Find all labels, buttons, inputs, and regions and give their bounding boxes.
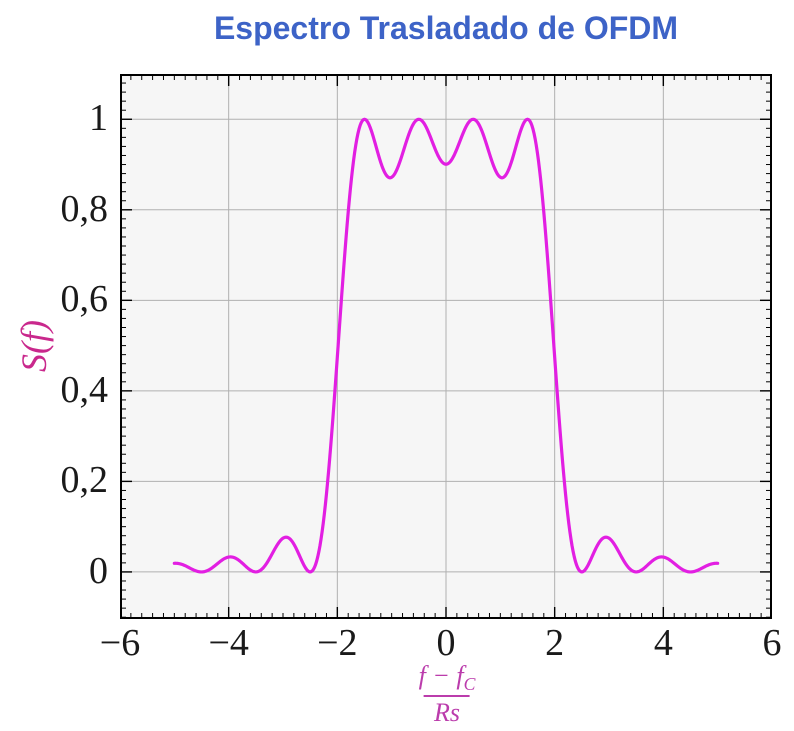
y-tick-label: 0 xyxy=(89,550,108,593)
x-tick-label: −4 xyxy=(208,622,249,664)
x-tick-label: −6 xyxy=(99,622,141,664)
x-tick-label: 0 xyxy=(436,622,456,664)
plot-canvas xyxy=(120,74,772,619)
x-axis-label-denominator: Rs xyxy=(423,694,470,726)
x-axis-label-numerator: f − fC xyxy=(417,662,478,695)
x-tick-label: 2 xyxy=(545,622,565,664)
y-axis-label: S(f) xyxy=(14,320,54,372)
x-axis-label-numerator-subscript: C xyxy=(463,674,476,695)
chart-title: Espectro Trasladado de OFDM xyxy=(213,10,679,46)
x-tick-label: 4 xyxy=(653,622,673,664)
spectrum-curve xyxy=(172,117,720,574)
plot-area xyxy=(120,74,772,619)
y-tick-label: 0,8 xyxy=(60,188,109,231)
y-tick-label: 1 xyxy=(89,97,108,140)
x-axis-label-numerator-main: f − f xyxy=(418,661,464,690)
x-axis-label: f − fC Rs xyxy=(417,662,478,726)
y-tick-label: 0,4 xyxy=(60,369,109,412)
y-tick-label: 0,2 xyxy=(60,459,109,502)
plot-border xyxy=(120,74,772,619)
x-tick-label: 6 xyxy=(762,622,782,664)
x-tick-label: −2 xyxy=(317,622,358,664)
y-tick-label: 0,6 xyxy=(60,278,109,321)
